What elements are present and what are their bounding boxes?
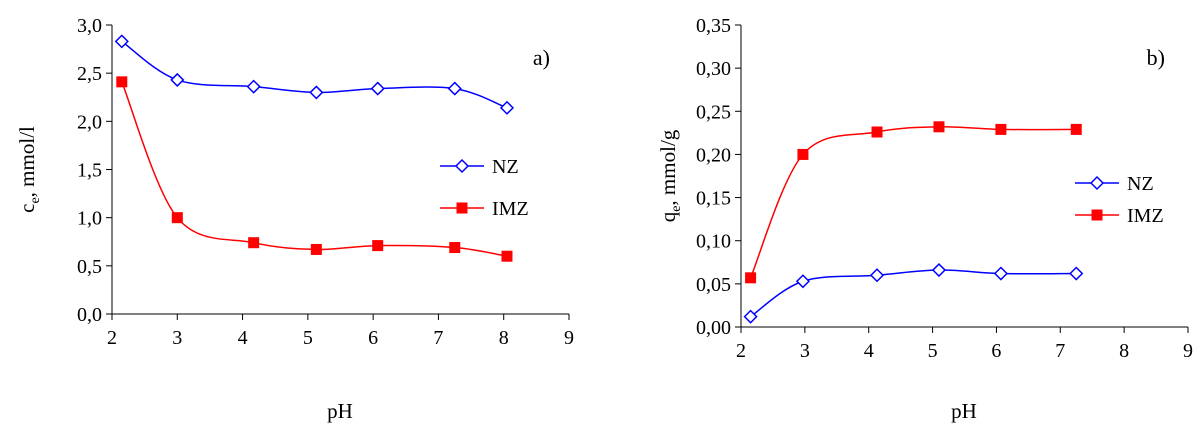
x-tick-label-a: 7 (433, 327, 443, 349)
data-point-imz-a (501, 250, 513, 262)
legend-marker-nz-b (1089, 175, 1105, 191)
data-point-nz-b (869, 268, 885, 283)
x-tick-label-b: 5 (928, 340, 938, 362)
legend-marker-imz-a (456, 202, 468, 214)
data-point-nz-a (114, 34, 129, 49)
y-axis-title-b: qe, mmol/g (656, 129, 684, 222)
data-point-nz-b (931, 262, 947, 278)
x-axis-title-b: pH (951, 399, 977, 423)
y-tick-label-b: 0,05 (696, 274, 731, 296)
data-point-imz-a (171, 212, 183, 224)
y-tick-label-b: 0,20 (696, 144, 731, 166)
data-point-nz-a (447, 81, 462, 96)
series-line-imz-a (121, 81, 508, 257)
x-tick-label-a: 6 (368, 327, 378, 349)
y-tick-label-b: 0,00 (696, 317, 731, 339)
data-point-imz-a (116, 76, 128, 88)
x-tick-label-a: 4 (238, 327, 248, 349)
panel-label-b: b) (1147, 45, 1165, 70)
data-point-nz-b (795, 274, 811, 289)
legend-marker-nz-a (454, 158, 470, 174)
data-point-imz-a (310, 243, 322, 255)
data-point-nz-a (246, 79, 261, 94)
y-tick-label-a: 2,0 (77, 111, 102, 133)
data-point-nz-a (499, 100, 515, 115)
x-tick-label-a: 5 (303, 327, 313, 349)
x-tick-label-b: 8 (1119, 340, 1129, 362)
legend-label-nz-b: NZ (1127, 173, 1154, 195)
x-tick-label-b: 9 (1183, 340, 1193, 362)
data-point-imz-b (933, 121, 945, 133)
series-line-nz-a (121, 40, 508, 109)
legend-label-imz-a: IMZ (492, 198, 529, 220)
y-tick-label-b: 0,35 (696, 15, 731, 37)
x-tick-label-b: 3 (800, 340, 810, 362)
data-point-imz-a (248, 237, 260, 249)
y-tick-label-b: 0,30 (696, 58, 731, 80)
panel-label-a: a) (533, 45, 550, 70)
data-point-nz-a (370, 81, 385, 96)
y-tick-label-a: 2,5 (77, 63, 102, 85)
y-axis-title-sub-a: e (28, 197, 43, 203)
y-tick-label-a: 0,0 (77, 304, 102, 326)
y-tick-label-b: 0,25 (696, 101, 731, 123)
x-tick-label-a: 2 (107, 327, 117, 349)
data-point-imz-b (797, 148, 809, 160)
data-point-imz-b (871, 126, 883, 138)
data-point-imz-b (745, 272, 757, 284)
chart-panel-b: 0,00 0,05 0,10 0,15 0,20 0,25 0,30 0,35 2 3 4 5 6 7 8 9… (656, 15, 1193, 423)
y-tick-label-a: 3,0 (77, 15, 102, 37)
y-tick-label-a: 0,5 (77, 256, 102, 278)
series-line-nz-b (750, 269, 1077, 318)
y-axis-title-main-a: c (15, 204, 39, 213)
y-tick-label-b: 0,15 (696, 188, 731, 210)
x-tick-label-a: 9 (564, 327, 574, 349)
x-tick-label-a: 8 (499, 327, 509, 349)
y-axis-title-rest-b: , mmol/g (656, 129, 680, 205)
y-tick-label-a: 1,0 (77, 208, 102, 230)
x-tick-label-b: 7 (1055, 340, 1065, 362)
x-tick-label-b: 6 (991, 340, 1001, 362)
x-axis-title-a: pH (327, 399, 353, 423)
data-point-nz-b (993, 266, 1008, 281)
data-point-imz-a (449, 242, 461, 254)
y-axis-title-sub-b: e (669, 206, 684, 212)
x-tick-label-b: 4 (864, 340, 874, 362)
data-point-imz-b (1070, 123, 1082, 135)
x-tick-label-b: 2 (736, 340, 746, 362)
legend-label-imz-b: IMZ (1127, 205, 1164, 227)
y-tick-label-a: 1,5 (77, 160, 102, 182)
y-axis-title-main-b: q (656, 211, 680, 222)
data-point-nz-a (170, 72, 185, 87)
data-point-nz-b (743, 309, 758, 324)
data-point-nz-a (309, 85, 324, 100)
data-point-nz-b (1069, 266, 1084, 281)
legend-label-nz-a: NZ (492, 156, 519, 178)
y-tick-label-b: 0,10 (696, 231, 731, 253)
y-axis-title-a: ce, mmol/l (15, 126, 43, 213)
x-tick-label-a: 3 (172, 327, 182, 349)
data-point-imz-b (995, 123, 1007, 135)
legend-marker-imz-b (1091, 209, 1103, 221)
chart-panel-a: 0,0 0,5 1,0 1,5 2,0 2,5 3,0 2 3 4 5 6 7 8 9 pH ce, mmol/… (15, 15, 574, 423)
y-axis-title-rest-a: , mmol/l (15, 126, 39, 197)
data-point-imz-a (372, 240, 384, 252)
